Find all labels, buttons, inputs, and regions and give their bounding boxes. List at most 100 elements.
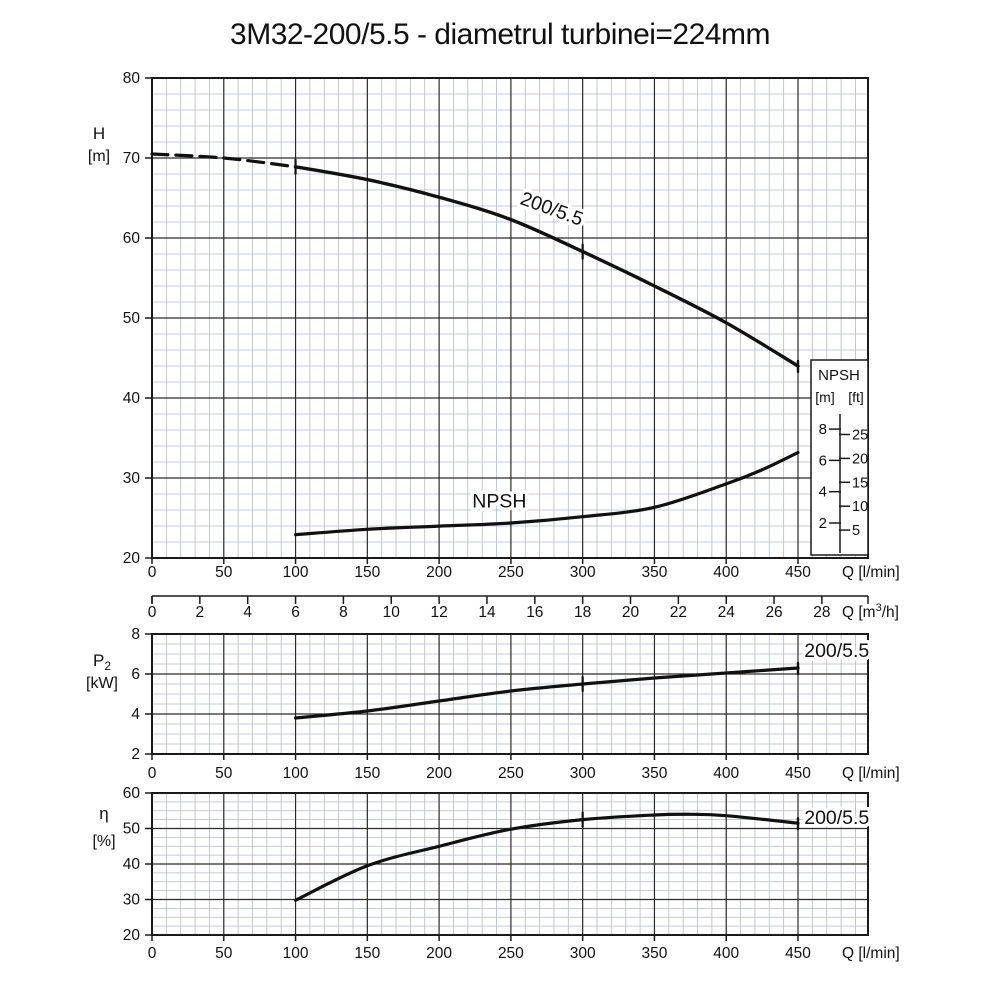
- svg-text:200: 200: [426, 765, 452, 782]
- y-axis-unit: [m]: [88, 148, 110, 165]
- svg-text:20: 20: [852, 451, 868, 467]
- svg-text:0: 0: [148, 564, 157, 581]
- svg-text:200: 200: [426, 945, 452, 962]
- x-axis-unit: Q [l/min]: [842, 765, 900, 782]
- head-chart: 0 50 100 150 200 250 300 350 400 450 Q [l/min] 80 70…: [88, 70, 900, 581]
- svg-text:10: 10: [383, 604, 401, 621]
- npsh-axis-box: NPSH [m] [ft] 8 6 4 2 25 20 15 10 5: [810, 359, 869, 556]
- svg-text:400: 400: [713, 564, 739, 581]
- y-axis: 8 6 4 2 P2 [kW]: [86, 626, 152, 763]
- svg-text:80: 80: [123, 70, 141, 87]
- svg-text:150: 150: [354, 765, 380, 782]
- y-axis-unit: [kW]: [86, 675, 118, 692]
- curve-label: 200/5.5: [517, 188, 586, 231]
- svg-text:4: 4: [819, 484, 827, 501]
- svg-text:[m]: [m]: [815, 389, 834, 405]
- plot-frame: [151, 633, 869, 755]
- svg-text:40: 40: [123, 390, 141, 407]
- secondary-axis-unit: Q [m3/h]: [842, 602, 899, 621]
- power-curve-200-5.5: 200/5.5: [294, 637, 873, 720]
- svg-text:350: 350: [642, 564, 668, 581]
- major-grid: [151, 792, 868, 936]
- svg-text:8: 8: [339, 604, 348, 621]
- svg-text:2: 2: [819, 515, 827, 532]
- svg-text:100: 100: [283, 564, 309, 581]
- svg-text:450: 450: [785, 945, 811, 962]
- svg-text:300: 300: [570, 945, 596, 962]
- svg-text:16: 16: [526, 604, 543, 621]
- svg-text:250: 250: [498, 564, 524, 581]
- svg-text:20: 20: [123, 927, 141, 944]
- svg-text:24: 24: [718, 604, 736, 621]
- svg-text:4: 4: [131, 706, 140, 723]
- svg-text:10: 10: [852, 499, 868, 515]
- curve-label: 200/5.5: [804, 640, 869, 662]
- x-axis: 0 50 100 150 200 250 300 350 400 450 Q [l/min]: [148, 558, 900, 581]
- svg-text:20: 20: [123, 550, 141, 567]
- svg-text:50: 50: [215, 945, 233, 962]
- svg-text:450: 450: [785, 564, 811, 581]
- svg-text:25: 25: [852, 428, 868, 444]
- y-axis: 60 50 40 30 20 η [%]: [92, 785, 152, 944]
- svg-text:2: 2: [196, 604, 205, 621]
- svg-text:200: 200: [426, 564, 452, 581]
- y-axis-title: H: [93, 124, 105, 143]
- head-curve-200-5.5: 200/5.5: [150, 152, 800, 374]
- svg-text:30: 30: [123, 470, 141, 487]
- svg-text:22: 22: [670, 604, 687, 621]
- svg-text:20: 20: [622, 604, 640, 621]
- svg-text:6: 6: [131, 666, 140, 683]
- secondary-flow-axis: 0 2 4 6 8 10 12 14 16 18 20 22 24 26 28 Q [m3/h]: [148, 595, 899, 621]
- page-title: 3M32-200/5.5 - diametrul turbinei=224mm: [230, 18, 770, 51]
- svg-text:[ft]: [ft]: [848, 389, 864, 405]
- svg-text:450: 450: [785, 765, 811, 782]
- svg-text:26: 26: [765, 604, 782, 621]
- svg-text:0: 0: [148, 765, 157, 782]
- svg-text:250: 250: [498, 765, 524, 782]
- svg-text:14: 14: [478, 604, 496, 621]
- svg-text:18: 18: [574, 604, 591, 621]
- svg-text:350: 350: [642, 765, 668, 782]
- svg-text:50: 50: [123, 310, 141, 327]
- x-axis: 0 50 100 150 200 250 300 350 400 450 Q [l/min]: [148, 754, 900, 782]
- svg-text:70: 70: [123, 150, 141, 167]
- major-grid: [151, 77, 868, 559]
- svg-text:150: 150: [354, 564, 380, 581]
- svg-text:5: 5: [852, 523, 860, 539]
- svg-text:8: 8: [819, 421, 827, 438]
- svg-text:50: 50: [123, 821, 141, 838]
- svg-text:300: 300: [570, 564, 596, 581]
- y-axis-title: P2: [93, 651, 111, 673]
- svg-text:150: 150: [354, 945, 380, 962]
- svg-text:0: 0: [148, 945, 157, 962]
- svg-text:4: 4: [243, 604, 252, 621]
- svg-text:400: 400: [713, 765, 739, 782]
- svg-text:8: 8: [131, 626, 140, 643]
- svg-text:12: 12: [430, 604, 447, 621]
- svg-text:40: 40: [123, 856, 141, 873]
- svg-text:6: 6: [819, 452, 827, 469]
- svg-text:NPSH: NPSH: [818, 367, 860, 384]
- svg-text:100: 100: [283, 765, 309, 782]
- svg-text:350: 350: [642, 945, 668, 962]
- x-axis: 0 50 100 150 200 250 300 350 400 450 Q [l/min]: [148, 935, 900, 962]
- power-chart: 0 50 100 150 200 250 300 350 400 450 Q [l/min] 8 6 4 2…: [86, 626, 900, 782]
- svg-text:0: 0: [148, 604, 157, 621]
- efficiency-chart: 0 50 100 150 200 250 300 350 400 450 Q [l/min] 60 50…: [92, 785, 899, 962]
- curve-label: 200/5.5: [804, 807, 869, 829]
- svg-text:2: 2: [131, 746, 140, 763]
- efficiency-curve-200-5.5: 200/5.5: [294, 804, 873, 902]
- svg-text:300: 300: [570, 765, 596, 782]
- x-axis-unit: Q [l/min]: [842, 564, 900, 581]
- svg-text:15: 15: [852, 475, 868, 491]
- svg-text:60: 60: [123, 230, 141, 247]
- y-axis-unit: [%]: [92, 833, 115, 850]
- svg-text:30: 30: [123, 892, 141, 909]
- svg-text:250: 250: [498, 945, 524, 962]
- svg-text:400: 400: [713, 945, 739, 962]
- y-axis: 80 70 60 50 40 30 20 H [m]: [88, 70, 152, 567]
- curve-label: NPSH: [472, 490, 526, 512]
- y-axis-title: η: [99, 804, 108, 823]
